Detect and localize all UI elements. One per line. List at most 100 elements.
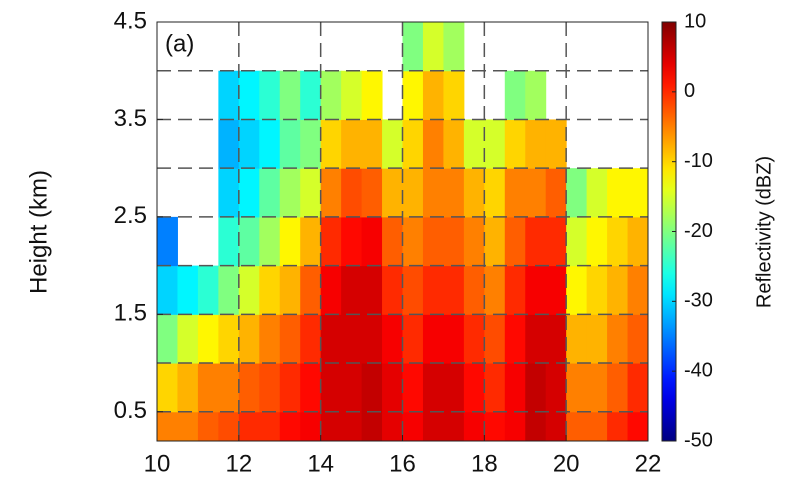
cell [259,314,281,364]
cell [238,119,260,169]
cell [422,363,444,413]
cell [525,363,547,413]
cell [504,119,526,169]
cell [443,22,465,72]
y-tick-label: 1.5 [114,300,147,327]
cell [218,70,240,120]
cell [341,168,363,218]
cell [361,168,383,218]
cell [545,216,567,267]
cell [504,363,526,413]
cell [566,265,588,315]
cell [402,216,424,267]
cell [422,314,444,364]
x-tick-label: 12 [225,450,252,477]
cell [443,265,465,315]
heatmap [157,22,649,442]
cell [361,265,383,315]
cell [218,363,240,413]
cell [320,70,342,120]
cell [504,216,526,267]
cell [177,314,199,364]
cell [525,168,547,218]
cell [463,411,485,442]
cell [627,216,649,267]
y-axis-label: Height (km) [25,170,52,294]
colorbar-tick-label: 10 [684,10,706,32]
cell [443,363,465,413]
cell [422,411,444,442]
cell [484,119,506,169]
cell [566,314,588,364]
cell [402,314,424,364]
cell [382,168,403,218]
cell [402,70,424,120]
cell [197,363,219,413]
cell [177,265,199,315]
cell [525,265,547,315]
cell [361,119,383,169]
cell [177,411,199,442]
x-tick-label: 22 [635,450,662,477]
cell [422,70,444,120]
cell [361,314,383,364]
cell [238,314,260,364]
cell [525,119,547,169]
cell [402,265,424,315]
cell [320,314,342,364]
cell [300,168,322,218]
cell [484,168,506,218]
cell [525,70,547,120]
cell [484,411,506,442]
cell [607,265,629,315]
cell [157,216,178,267]
cell [300,265,322,315]
cell [320,168,342,218]
cell [218,265,240,315]
colorbar-tick-label: -40 [684,359,713,381]
cell [545,168,567,218]
cell [402,168,424,218]
cell [504,70,526,120]
cell [627,314,649,364]
cell [525,216,547,267]
colorbar-tick-label: -20 [684,220,713,242]
cell [259,363,281,413]
cell [238,168,260,218]
cell [443,314,465,364]
cell [382,363,403,413]
cell [463,265,485,315]
cell [382,119,403,169]
cell [279,168,301,218]
cell [463,363,485,413]
cell [607,168,629,218]
cell [279,70,301,120]
cell [341,265,363,315]
cell [238,363,260,413]
cell [300,119,322,169]
cell [259,265,281,315]
overlay [156,21,649,442]
cell [382,265,403,315]
cell [627,411,649,442]
cell [279,363,301,413]
cell [361,411,383,442]
cell [320,363,342,413]
cell [463,119,485,169]
cell [402,363,424,413]
cell [586,363,608,413]
cell [341,119,363,169]
cell [545,265,567,315]
cell [586,265,608,315]
cell [443,70,465,120]
cell [504,168,526,218]
cell [197,411,219,442]
colorbar-tick-label: -30 [684,290,713,312]
cell [218,314,240,364]
cell [504,265,526,315]
cell [259,411,281,442]
cell [566,216,588,267]
x-tick-label: 14 [307,450,334,477]
cell [320,265,342,315]
